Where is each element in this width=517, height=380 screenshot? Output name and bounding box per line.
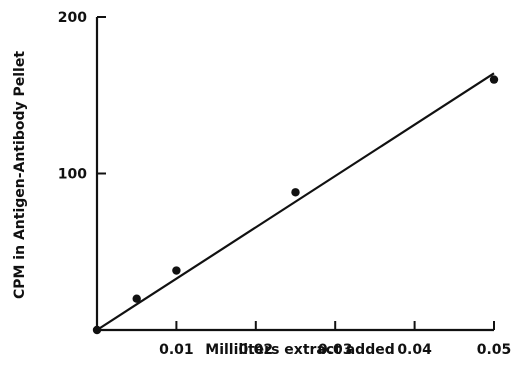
y-tick-label: 100 bbox=[58, 167, 87, 183]
y-axis-label: CPM in Antigen-Antibody Pellet bbox=[12, 51, 28, 299]
x-tick-label: 0.02 bbox=[239, 342, 274, 358]
data-point bbox=[172, 266, 181, 275]
data-point bbox=[132, 294, 141, 303]
x-tick-label: 0.03 bbox=[318, 342, 353, 358]
x-tick-label: 0.01 bbox=[159, 342, 194, 358]
x-axis-label: Milliliters extract added bbox=[205, 342, 394, 358]
x-tick-label: 0.04 bbox=[397, 342, 432, 358]
y-tick-label: 200 bbox=[58, 10, 87, 26]
data-point bbox=[489, 75, 499, 84]
data-point bbox=[92, 325, 102, 335]
fit-line bbox=[96, 72, 495, 331]
data-point bbox=[291, 188, 300, 197]
x-tick-label: 0.05 bbox=[477, 342, 512, 358]
